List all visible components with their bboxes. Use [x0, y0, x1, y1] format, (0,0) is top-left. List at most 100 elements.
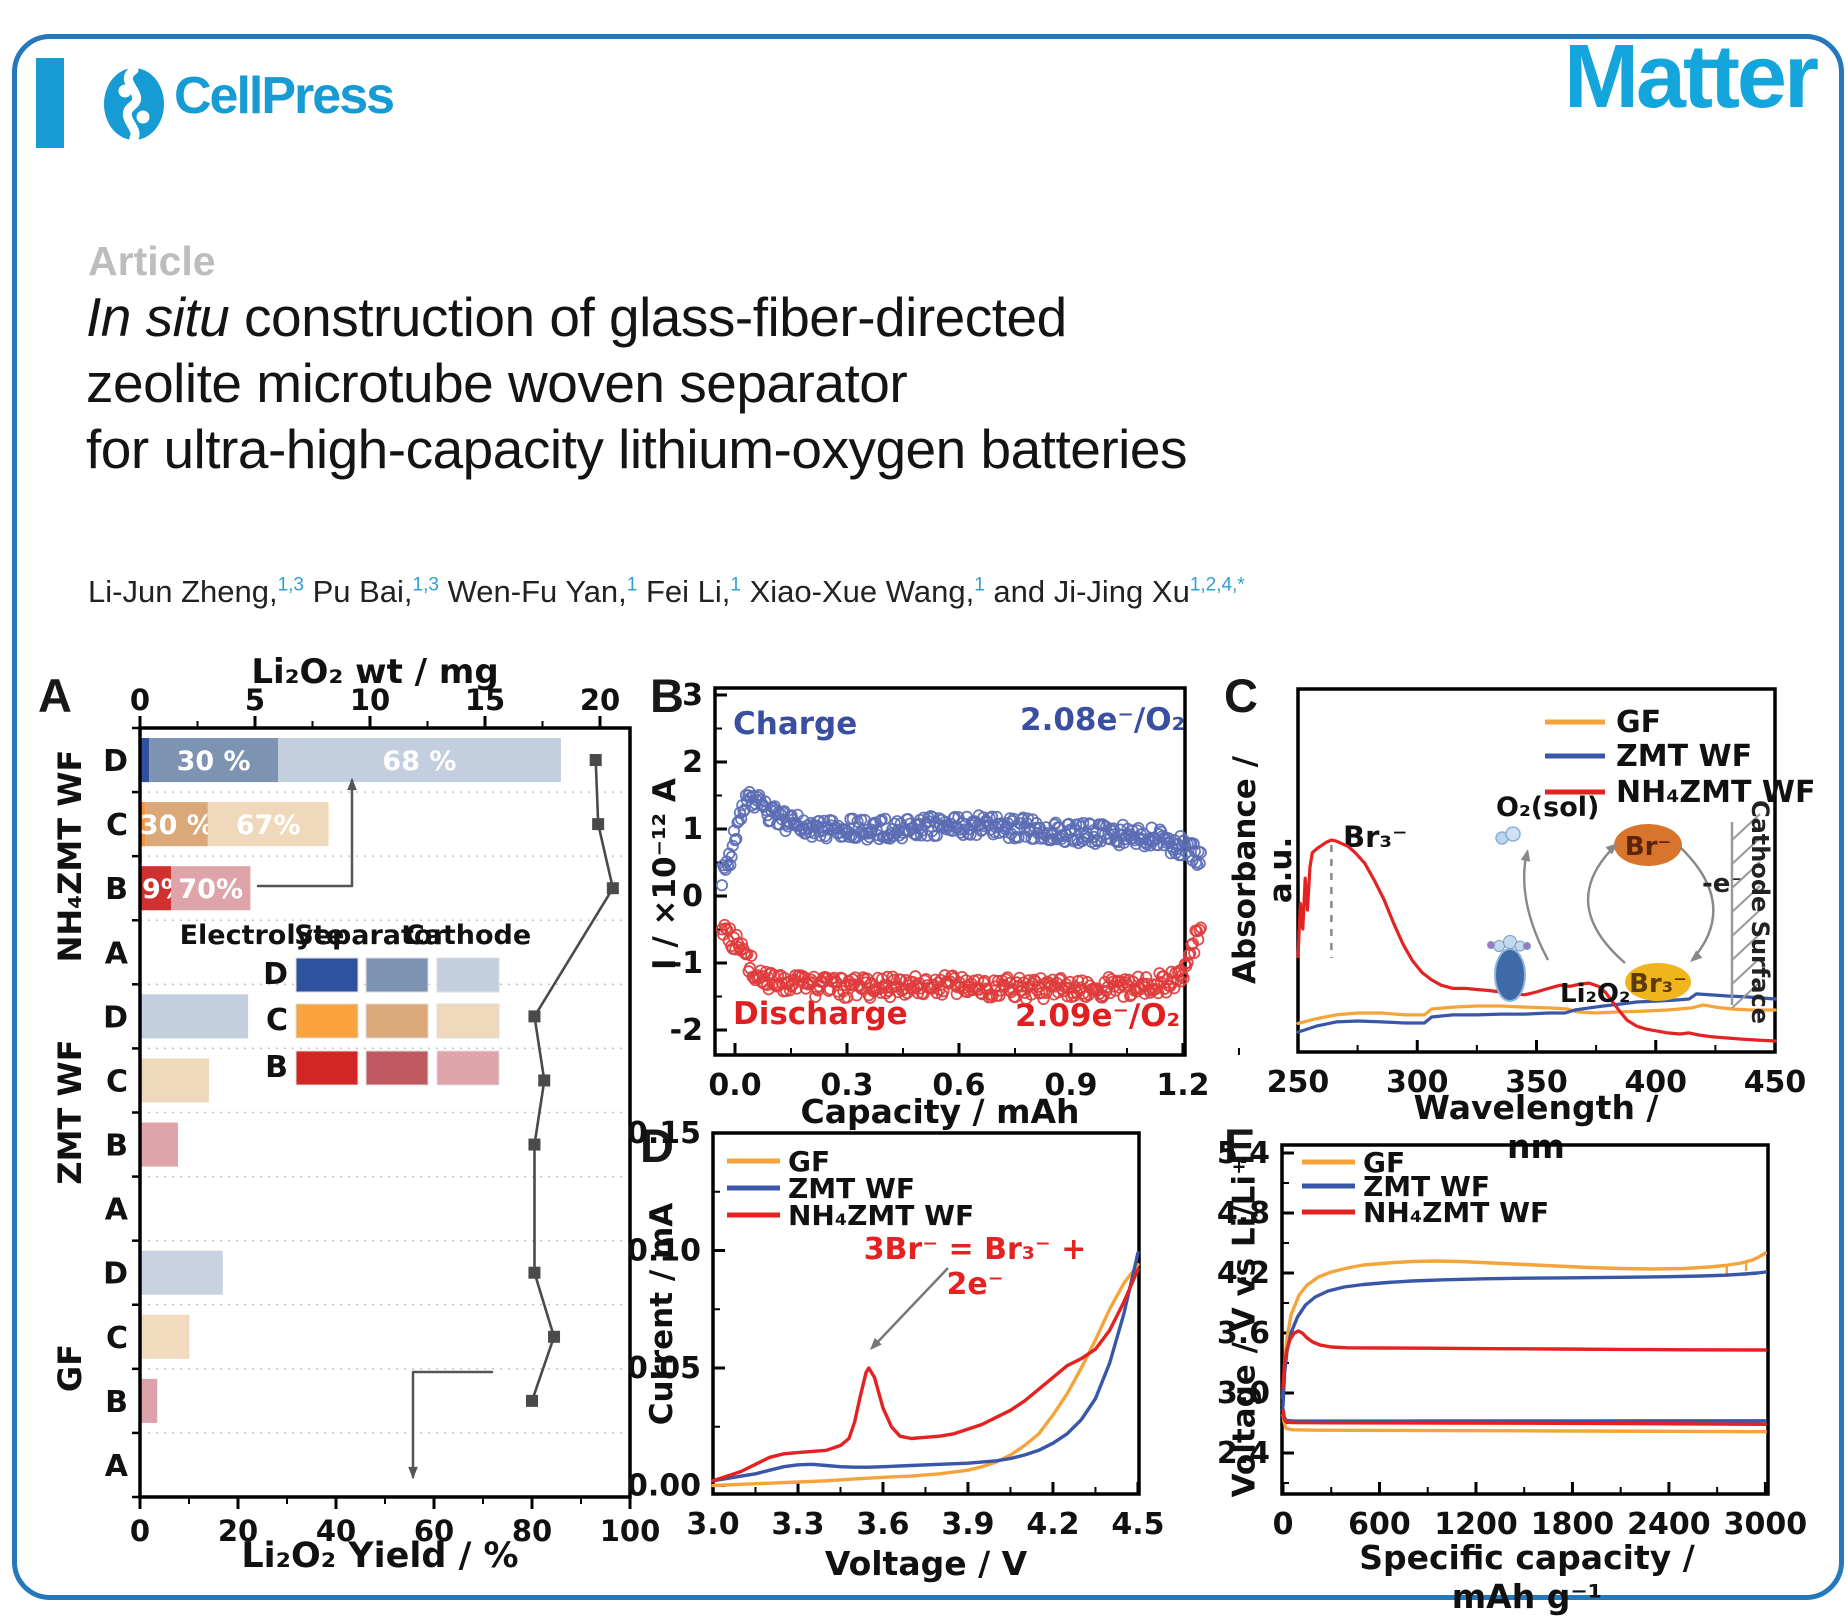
d-y-tick-label: 0.10: [627, 1234, 701, 1269]
e-curve-ZMT WF charge: [1281, 1270, 1768, 1408]
d-x-axis-title: Voltage / V: [824, 1544, 1028, 1583]
arrow-head: [1690, 950, 1703, 962]
data-point: [887, 973, 901, 986]
bar-segment: [140, 1250, 223, 1295]
a-top-axis-title: Li₂O₂ wt / mg: [251, 652, 499, 692]
cathode-hatch: [1731, 957, 1761, 985]
data-point: [1011, 823, 1024, 836]
a-top-tick-label: 20: [580, 683, 620, 717]
br-ion-label: Br⁻: [1625, 832, 1671, 862]
e-legend-label: GF: [1363, 1146, 1405, 1179]
electron-label: -e⁻: [1702, 869, 1744, 899]
data-point: [1004, 976, 1017, 989]
b-plot-border: [713, 686, 1187, 1057]
panel-b-label: B: [650, 669, 684, 722]
o2-release-arrow: [1522, 851, 1550, 961]
a-legend-swatch: [365, 1050, 429, 1086]
a-legend-swatch: [365, 1003, 429, 1039]
e-x-tick-label: 1800: [1531, 1507, 1615, 1542]
cathode-hatch: [1731, 813, 1761, 841]
br3-ion-ellipse: [1625, 963, 1691, 1001]
e-y-tick-label: 4.8: [1217, 1196, 1270, 1231]
e-x-tick-label: 2400: [1627, 1507, 1711, 1542]
cellpress-logo-icon: [104, 65, 164, 143]
a-row-letter: C: [106, 1064, 128, 1099]
data-point: [881, 970, 894, 983]
b-y-tick-label: 0: [682, 879, 703, 914]
panel-c-label: C: [1224, 669, 1258, 722]
arrow-head: [408, 1466, 418, 1479]
e-curve-NH₄ZMT WF charge: [1281, 1329, 1768, 1390]
cathode-hatch: [1731, 885, 1761, 913]
b-discharge-label: Discharge: [733, 996, 908, 1032]
d-curve-GF: [711, 1262, 1140, 1488]
d-curve-NH₄ZMT WF: [711, 1267, 1140, 1483]
e-curve-ZMT WF discharge: [1281, 1407, 1768, 1423]
d-legend-label: GF: [788, 1145, 830, 1178]
b-y-tick-label: -2: [670, 1013, 703, 1048]
o2-sphere: [1523, 942, 1531, 950]
panel-a-label: A: [38, 669, 72, 722]
data-point: [808, 827, 821, 840]
b-x-tick-label: 0.6: [932, 1068, 985, 1103]
a-legend-column-header: Cathode: [405, 920, 531, 951]
li2o2-particle: [1494, 948, 1526, 1002]
author-affiliation-sup: 1,2,4,*: [1189, 574, 1245, 596]
yield-marker: [592, 818, 605, 831]
b-y-tick-label: 2: [682, 745, 703, 780]
yield-marker: [538, 1074, 551, 1087]
data-point: [1037, 992, 1050, 1006]
c-curve-ZMT WF: [1296, 992, 1777, 1034]
o2-sphere: [1487, 941, 1495, 949]
data-point: [719, 922, 733, 935]
author-affiliation-sup: 1,3: [412, 574, 439, 596]
a-legend-swatch: [365, 957, 429, 993]
d-reaction-annotation: 3Br⁻ = Br₃⁻ + 2e⁻: [863, 1232, 1087, 1302]
a-top-tick-label: 0: [130, 683, 150, 717]
c-legend-label: NH₄ZMT WF: [1616, 775, 1815, 810]
title-line-3: for ultra-high-capacity lithium-oxygen b…: [86, 418, 1187, 480]
bar-segment: [171, 866, 251, 911]
data-point: [1117, 990, 1130, 1003]
data-point: [1188, 946, 1201, 960]
c-curve-GF: [1296, 1003, 1777, 1025]
cellpress-brand-bar: [36, 58, 64, 148]
e-legend-label: ZMT WF: [1363, 1170, 1490, 1203]
data-point: [1012, 831, 1025, 844]
d-y-tick-label: 0.15: [627, 1116, 701, 1151]
data-point: [1177, 972, 1190, 985]
a-bottom-tick-label: 0: [130, 1514, 150, 1548]
bar-segment-label: 68 %: [382, 746, 456, 777]
data-point: [745, 949, 758, 962]
cathode-surface-label: Cathode Surface: [1746, 800, 1774, 1024]
bar-segment: [140, 994, 249, 1039]
bar-segment-label: 30 %: [177, 746, 251, 777]
d-x-tick-label: 3.9: [941, 1507, 994, 1542]
cathode-hatch: [1731, 909, 1761, 937]
bar-segment: [140, 1122, 178, 1167]
a-arrow-down: [411, 1370, 494, 1479]
b-x-tick-label: 0.9: [1044, 1068, 1097, 1103]
b-scatter-charge: [715, 785, 1207, 892]
article-type-label: Article: [88, 238, 216, 284]
author-affiliation-sup: 1: [730, 574, 741, 596]
a-row-letter: C: [106, 808, 128, 843]
c-x-tick-label: 450: [1744, 1065, 1807, 1100]
bar-segment: [278, 738, 561, 783]
bar-segment-label: 67%: [236, 810, 301, 841]
cathode-hatch: [1731, 933, 1761, 961]
c-peak-annotation: Br₃⁻: [1343, 820, 1408, 854]
data-point: [930, 829, 943, 842]
c-x-tick-label: 250: [1267, 1065, 1330, 1100]
a-row-letter: B: [105, 872, 128, 907]
a-row-letter: A: [105, 1193, 129, 1228]
a-row-letter: A: [105, 1449, 129, 1484]
e-x-tick-label: 3000: [1724, 1507, 1808, 1542]
bar-segment: [140, 802, 146, 847]
yield-marker: [548, 1330, 561, 1343]
a-legend-row-letter: C: [266, 1003, 288, 1038]
bar-segment: [140, 1378, 158, 1423]
a-row-letter: A: [105, 936, 129, 971]
a-bottom-tick-label: 40: [316, 1514, 356, 1548]
data-point: [993, 989, 1006, 1002]
